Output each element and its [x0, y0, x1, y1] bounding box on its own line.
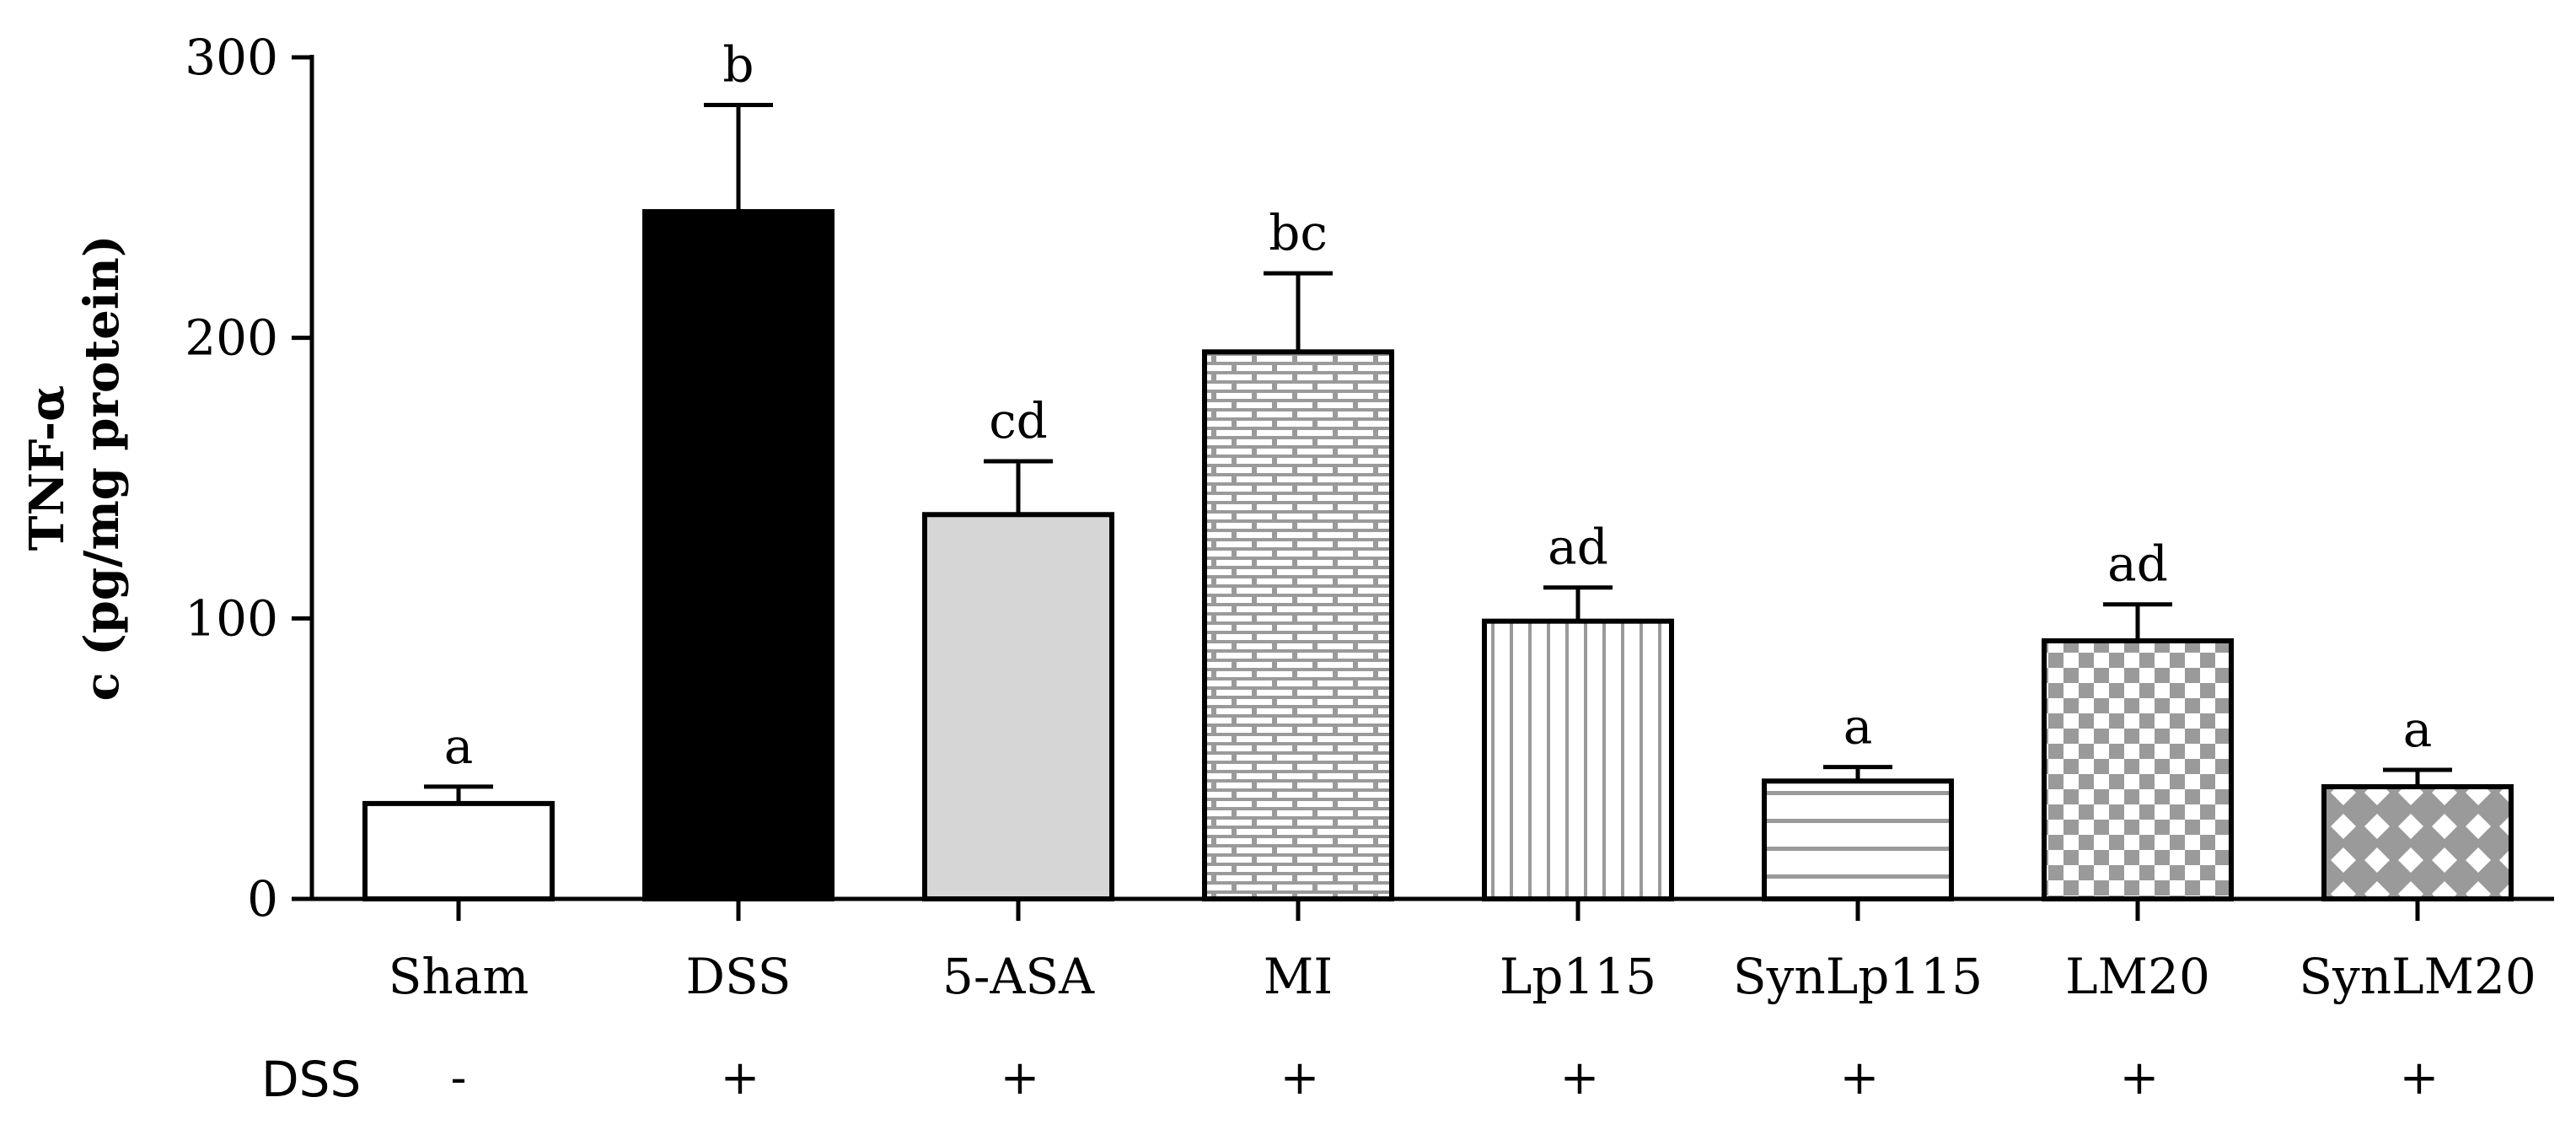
significance-label-lm20: ad: [2107, 535, 2168, 593]
x-tick-label-synlp115: SynLp115: [1733, 948, 1983, 1005]
bar-synlm20: [2321, 783, 2514, 902]
significance-label-synlm20: a: [2403, 701, 2433, 758]
significance-label-mi: bc: [1269, 204, 1328, 261]
x-tick-label-sham: Sham: [389, 948, 529, 1005]
dss-value-lm20: +: [2120, 1051, 2160, 1105]
y-tick-label-100: 100: [185, 589, 278, 647]
dss-value-synlp115: +: [1840, 1051, 1880, 1105]
y-axis-title-line-1: TNF-α: [19, 385, 75, 551]
bar-mi: [1202, 349, 1394, 901]
bar-synlp115: [1762, 778, 1954, 902]
dss-row-label: DSS: [261, 1051, 361, 1108]
x-tick-label-lp115: Lp115: [1500, 948, 1656, 1005]
dss-value-synlm20: +: [2400, 1051, 2439, 1105]
significance-label-lp115: ad: [1548, 519, 1608, 576]
significance-label-synlp115: a: [1843, 698, 1873, 756]
y-axis-title-line-2: c (pg/mg protein): [74, 235, 130, 702]
bar-sham: [362, 800, 555, 901]
significance-label-dss: b: [722, 36, 754, 94]
dss-value-5-asa: +: [1001, 1051, 1040, 1105]
bar-lp115: [1482, 618, 1674, 901]
x-tick-label-5-asa: 5-ASA: [942, 948, 1095, 1005]
y-tick-label-300: 300: [185, 29, 278, 86]
x-tick-label-lm20: LM20: [2065, 948, 2210, 1005]
bar-dss: [642, 208, 835, 901]
bar-lm20: [2042, 637, 2234, 901]
dss-value-dss: +: [721, 1051, 760, 1105]
bar-5-asa: [922, 512, 1114, 901]
x-tick-label-mi: MI: [1264, 948, 1333, 1005]
x-tick-label-dss: DSS: [686, 948, 792, 1005]
x-tick-label-synlm20: SynLM20: [2299, 948, 2536, 1005]
significance-label-sham: a: [444, 718, 474, 775]
dss-value-sham: -: [451, 1051, 467, 1105]
significance-label-5-asa: cd: [989, 392, 1048, 449]
y-tick-label-200: 200: [185, 309, 278, 367]
y-tick-label-0: 0: [247, 870, 278, 928]
dss-value-lp115: +: [1560, 1051, 1600, 1105]
dss-value-mi: +: [1280, 1051, 1320, 1105]
